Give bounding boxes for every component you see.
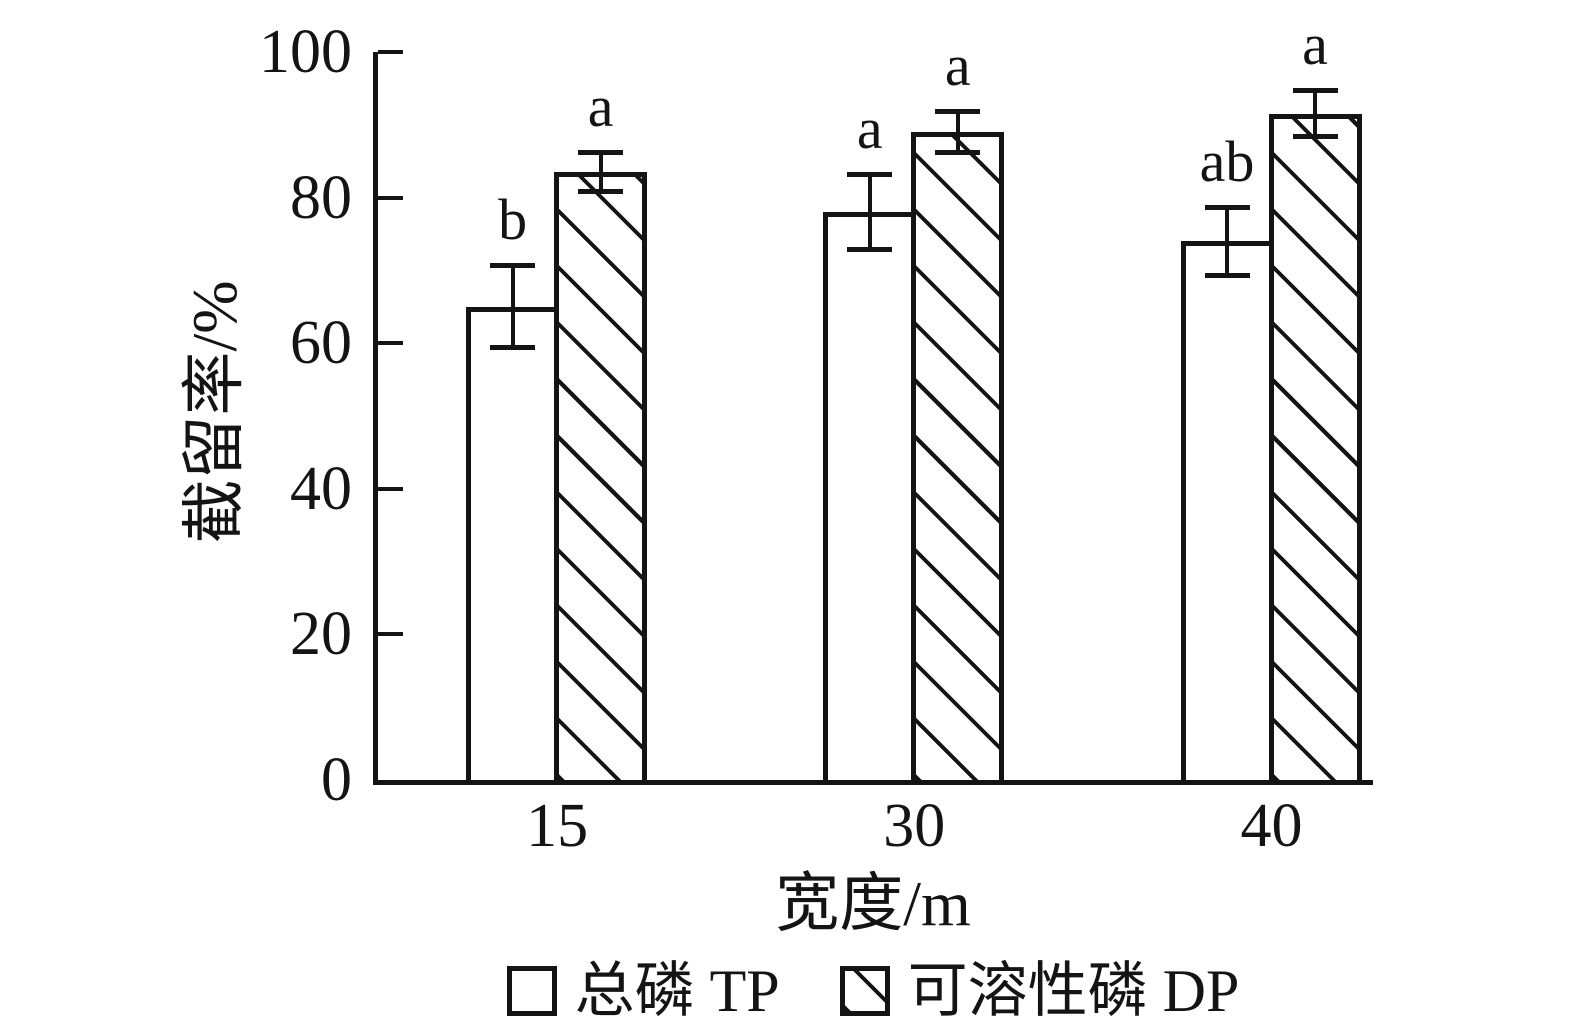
legend-swatch-dp-hatched-icon [839, 966, 890, 1016]
error-bar-tp-30 [847, 172, 893, 253]
legend-swatch-tp-white-icon [506, 966, 557, 1016]
error-bar-dp-15 [578, 150, 624, 194]
legend-label-dp: 可溶性磷 DP [907, 958, 1240, 1024]
bar-tp-15 [466, 306, 560, 780]
y-axis-tick [378, 632, 403, 637]
bar-dp-40 [1268, 113, 1362, 780]
error-bar-line [1225, 204, 1229, 278]
error-bar-line [955, 108, 960, 156]
y-axis-tick-label: 80 [290, 163, 352, 232]
error-bar-cap-bottom [935, 150, 981, 156]
error-bar-dp-30 [935, 108, 981, 156]
bar-dp-30 [911, 132, 1005, 780]
y-axis-tick-label: 20 [290, 600, 352, 669]
y-axis-tick [378, 195, 403, 200]
y-axis-tick [378, 50, 403, 54]
error-bar-cap-bottom [578, 188, 624, 194]
error-bar-cap-top [490, 263, 536, 269]
legend-item-tp: 总磷 TP [506, 958, 780, 1024]
error-bar-dp-40 [1292, 88, 1338, 140]
legend-item-dp: 可溶性磷 DP [839, 958, 1240, 1024]
error-bar-cap-top [1292, 88, 1338, 94]
y-axis-tick [378, 486, 403, 491]
significance-letter-dp-30: a [944, 32, 971, 98]
error-bar-cap-top [935, 108, 981, 114]
legend-label-tp: 总磷 TP [574, 958, 780, 1024]
significance-letter-dp-40: a [1302, 12, 1328, 78]
error-bar-cap-top [847, 172, 893, 178]
error-bar-tp-40 [1204, 204, 1250, 278]
error-bar-cap-top [1204, 204, 1250, 210]
y-axis-tick-label: 100 [259, 18, 352, 86]
significance-letter-tp-15: b [498, 187, 528, 253]
error-bar-line [867, 172, 872, 253]
legend: 总磷 TP 可溶性磷 DP [373, 952, 1373, 1030]
bar-dp-15 [554, 172, 648, 780]
plot-area: b a ab a a a [373, 16, 1373, 785]
x-axis-tick-label: 40 [1240, 792, 1303, 860]
y-axis-tick-label: 40 [290, 454, 352, 523]
y-axis-tick-label: 60 [290, 309, 352, 378]
error-bar-cap-bottom [1292, 134, 1338, 140]
error-bar-cap-top [578, 150, 624, 156]
error-bar-line [598, 150, 603, 194]
error-bar-cap-bottom [1204, 272, 1250, 278]
error-bar-line [1313, 88, 1317, 140]
bar-tp-30 [823, 212, 917, 780]
significance-letter-tp-40: ab [1199, 128, 1255, 194]
x-axis-tick-label: 15 [526, 792, 589, 860]
significance-letter-tp-30: a [856, 96, 883, 162]
error-bar-cap-bottom [490, 345, 536, 351]
bar-tp-40 [1180, 241, 1274, 780]
error-bar-tp-15 [490, 263, 536, 351]
error-bar-line [510, 263, 515, 351]
x-axis-title: 宽度/m [775, 868, 971, 939]
significance-letter-dp-15: a [587, 74, 614, 140]
x-axis-tick-label: 30 [883, 792, 946, 860]
y-axis-tick-label: 0 [321, 746, 352, 814]
y-axis-tick [378, 341, 403, 346]
error-bar-cap-bottom [847, 247, 893, 253]
